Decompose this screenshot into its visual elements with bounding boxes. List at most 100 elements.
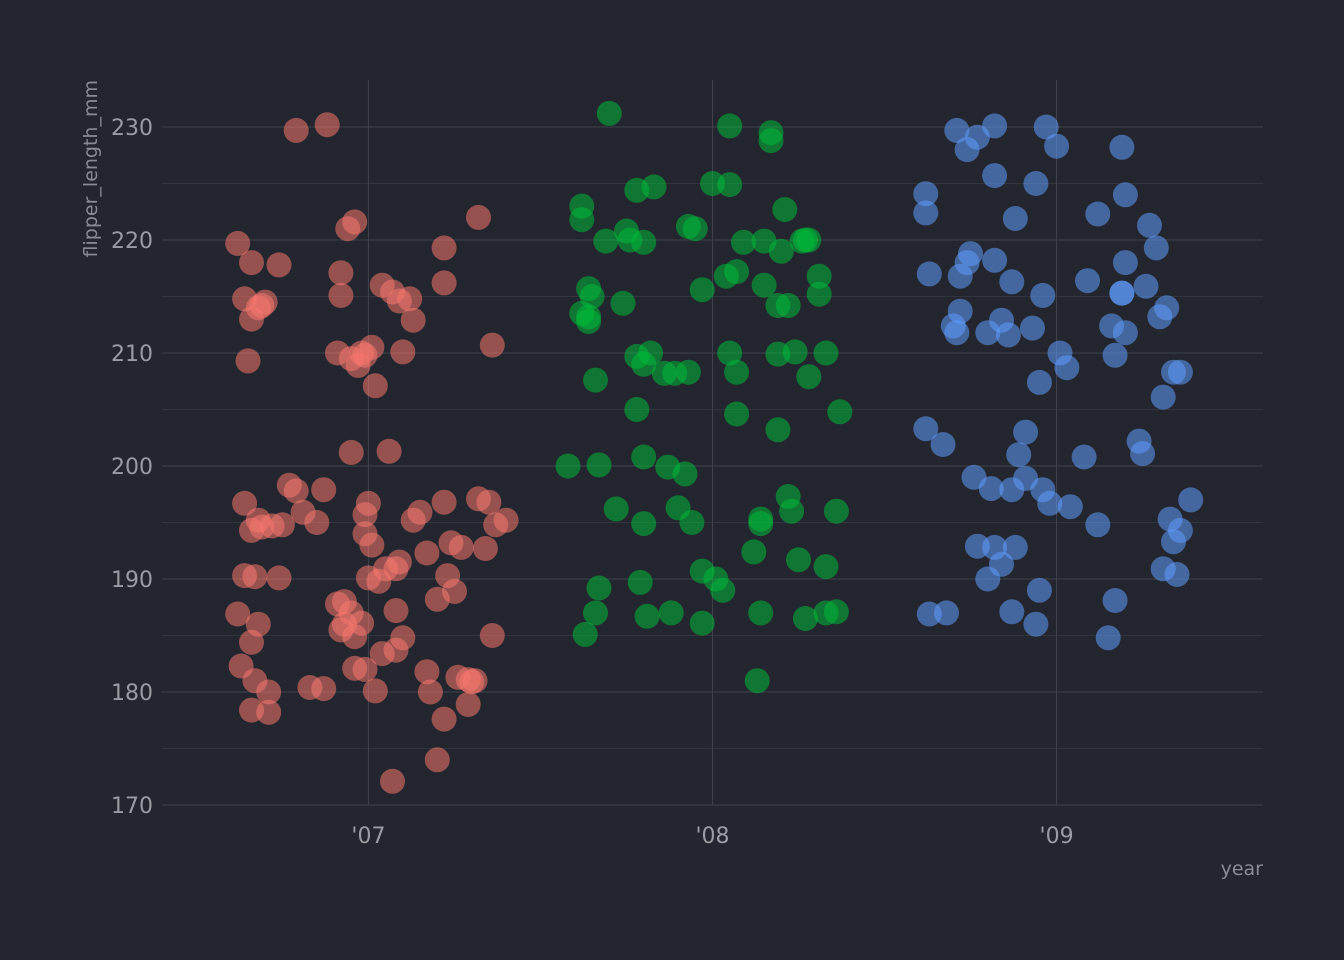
data-point [1002,534,1028,560]
data-point [338,439,364,465]
data-point [479,332,505,358]
data-point [806,263,832,289]
data-point [765,417,791,443]
x-tick-label: '07 [351,824,385,849]
data-point [1150,384,1176,410]
data-point [913,416,939,442]
data-point [672,461,698,487]
data-point [424,747,450,773]
tick-labels: 170 180 190 200 210 220 230 '07 '08 '09 [111,116,1074,849]
y-tick-label: 170 [111,794,153,819]
y-tick-label: 210 [111,342,153,367]
data-point [930,432,956,457]
data-point [999,599,1025,625]
data-point [225,230,251,256]
data-point [466,204,491,230]
data-point [328,282,354,308]
data-point [1130,441,1156,467]
data-point [775,293,801,318]
data-point [593,228,619,254]
data-point [328,260,354,286]
data-point [813,554,839,580]
data-point [311,676,337,702]
data-point [1085,201,1111,227]
data-point [266,565,292,591]
data-point [314,112,340,138]
data-point [1154,295,1180,321]
data-point [586,452,612,478]
data-point [455,691,481,717]
data-point [624,397,650,422]
data-point [679,510,705,535]
data-point [1020,315,1045,341]
data-point [954,137,980,163]
data-point [325,591,350,617]
data-point [913,200,939,226]
data-point [362,678,388,704]
data-point [383,556,409,582]
data-point [1112,182,1138,208]
data-point [355,565,381,591]
data-point [362,373,388,399]
data-point [710,577,736,603]
data-point [1112,250,1138,276]
data-point [390,339,416,365]
data-point [386,288,412,314]
data-point [1033,114,1059,140]
data-point [1026,369,1052,395]
data-point [995,322,1021,348]
data-point [748,600,774,626]
data-point [1037,490,1063,516]
data-point [1057,494,1083,520]
data-point [431,706,457,732]
data-point [476,489,502,515]
data-point [431,489,457,515]
data-point [958,241,983,267]
y-tick-label: 230 [111,116,153,141]
data-point [349,610,375,636]
data-point [266,252,292,278]
y-tick-label: 220 [111,229,153,254]
data-point [232,490,258,516]
data-point [283,117,309,143]
data-point [806,281,832,307]
data-point [1161,359,1186,385]
data-point [796,227,822,253]
data-point [631,511,657,537]
data-point [342,209,368,235]
data-point [1161,529,1186,555]
data-point [1071,444,1097,470]
data-point [1013,419,1039,445]
data-point [417,679,443,705]
data-point [748,511,774,537]
data-point [1102,588,1128,613]
data-point [823,599,849,625]
data-point [359,532,385,558]
data-point [225,601,251,627]
data-point [311,477,337,503]
data-point [304,510,330,535]
data-point [239,697,264,723]
data-point [407,499,433,525]
data-point [999,269,1025,295]
data-point [779,498,805,524]
data-point [975,566,1001,592]
data-point [944,117,970,143]
data-point [603,496,629,522]
data-point [627,569,653,595]
data-point [682,216,708,242]
data-point [689,277,715,303]
data-point [383,637,409,663]
data-point [782,339,808,365]
data-point [724,259,750,285]
data-point [1030,282,1056,308]
data-point [493,507,519,533]
data-point [792,606,818,631]
data-point [786,547,811,573]
data-point [256,679,282,705]
data-point [235,348,261,374]
y-tick-label: 180 [111,681,153,706]
data-point [1044,133,1070,159]
data-point [768,238,794,264]
